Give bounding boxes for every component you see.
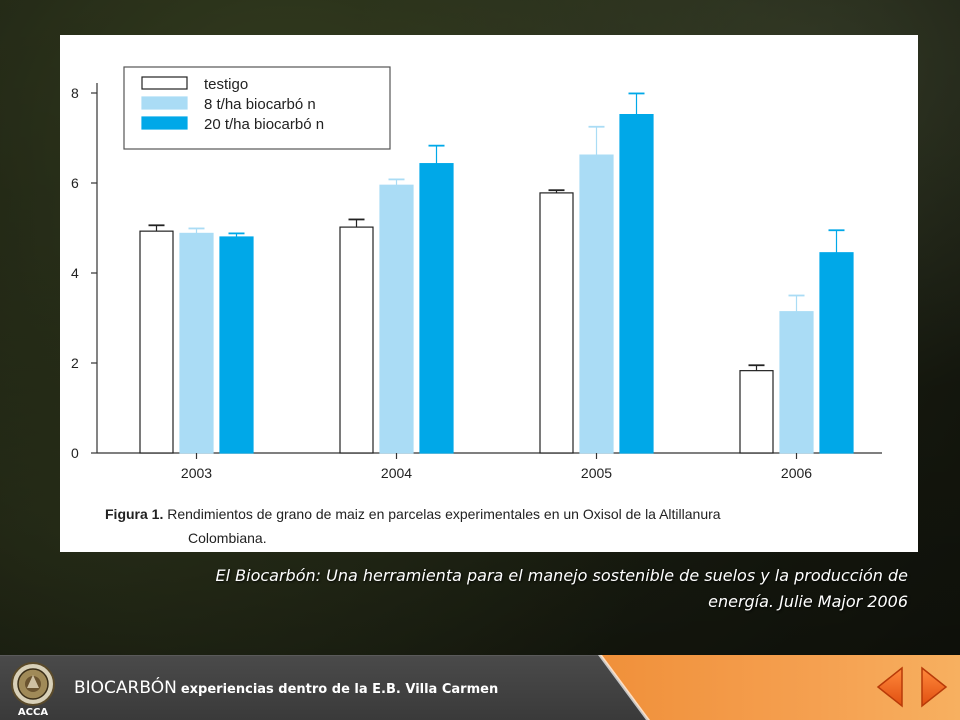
figure-caption-label: Figura 1. [105, 506, 163, 522]
legend-swatch-2 [141, 116, 188, 130]
arrow-left-icon [876, 666, 903, 708]
previous-slide-button[interactable] [872, 664, 912, 710]
bar-2003-series-1 [179, 232, 214, 454]
bar-2004-series-0 [339, 226, 374, 454]
legend-swatch-0 [141, 76, 188, 90]
bar-chart: 0 2 4 6 8 2003 2004 2005 2006 testigo 8 t/ha bioca… [71, 66, 882, 546]
bar-2006-series-2 [819, 252, 854, 454]
bar-2004-series-1 [379, 184, 414, 454]
footer-title-sub: experiencias dentro de la E.B. Villa Car… [180, 682, 499, 697]
legend-label-0: testigo [204, 76, 248, 93]
bar-2005-series-1 [579, 154, 614, 454]
x-tick-label: 2006 [781, 465, 812, 481]
x-tick-label: 2003 [181, 465, 212, 481]
x-tick-label: 2004 [381, 465, 412, 481]
acca-logo-icon: ACCA [8, 661, 58, 718]
figure-caption-line1: Figura 1. Rendimientos de grano de maiz … [105, 506, 721, 522]
next-slide-button[interactable] [914, 664, 954, 710]
slide-caption: El Biocarbón: Una herramienta para el ma… [215, 566, 908, 611]
footer-title: BIOCARBÓN experiencias dentro de la E.B. … [74, 678, 498, 698]
legend-swatch-1 [141, 96, 188, 110]
figure-panel: 0 2 4 6 8 2003 2004 2005 2006 testigo 8 t/ha bioca… [60, 35, 918, 552]
y-tick-label: 4 [71, 265, 79, 281]
legend-label-2: 20 t/ha biocarbó n [204, 116, 324, 133]
bar-2005-series-2 [619, 113, 654, 454]
bar-2004-series-2 [419, 163, 454, 454]
bar-2003-series-0 [139, 230, 174, 454]
bar-2005-series-0 [539, 192, 574, 454]
y-tick-label: 6 [71, 175, 79, 191]
bar-2003-series-2 [219, 236, 254, 454]
x-tick-label: 2005 [581, 465, 612, 481]
y-tick-label: 8 [71, 85, 79, 101]
y-tick-label: 0 [71, 445, 79, 461]
logo-text: ACCA [18, 707, 48, 717]
arrow-right-icon [921, 666, 948, 708]
bar-2006-series-0 [739, 370, 774, 454]
footer-title-main: BIOCARBÓN [74, 678, 177, 698]
bar-2006-series-1 [779, 311, 814, 454]
figure-caption-line2: Colombiana. [188, 530, 267, 546]
legend-label-1: 8 t/ha biocarbó n [204, 96, 316, 113]
figure-caption-text: Rendimientos de grano de maiz en parcela… [163, 506, 720, 522]
y-tick-label: 2 [71, 355, 79, 371]
